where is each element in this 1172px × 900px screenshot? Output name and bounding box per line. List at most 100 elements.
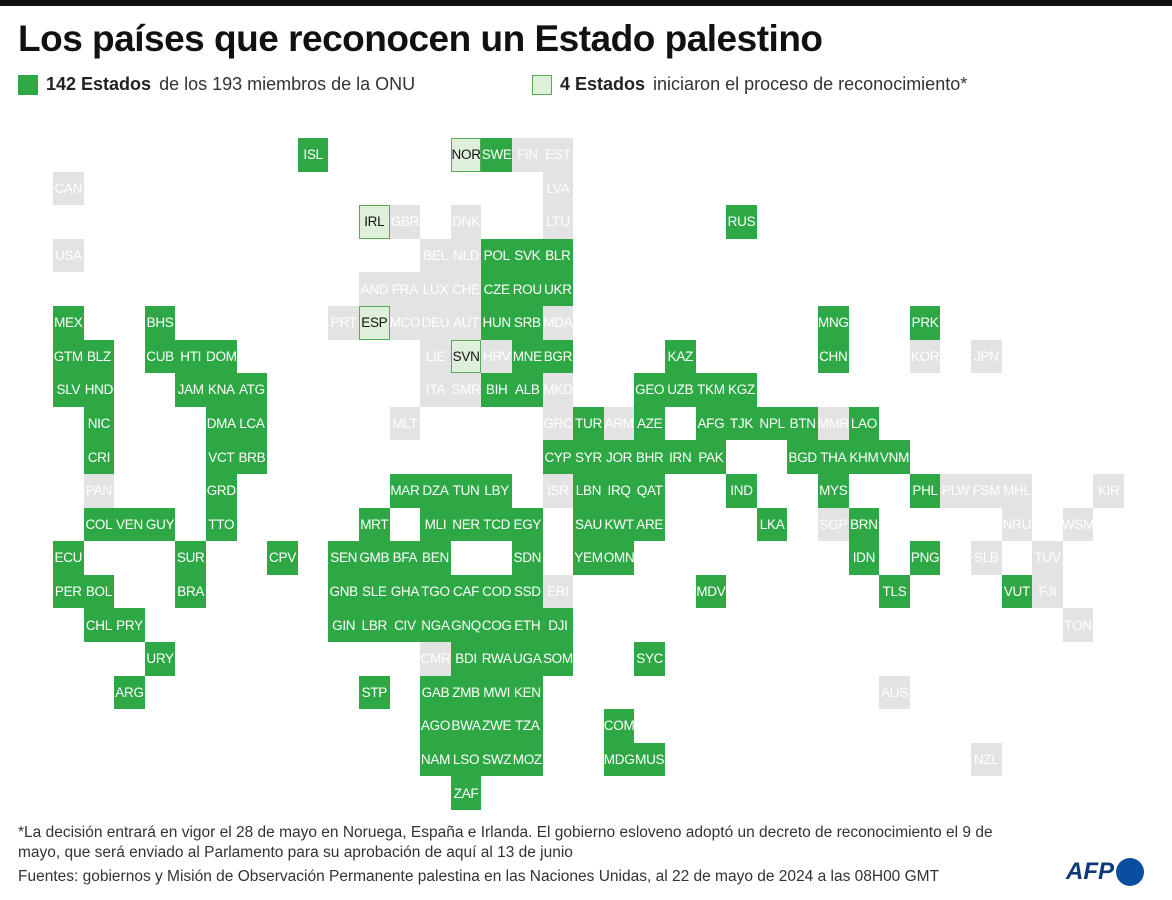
country-tile-sgp: SGP: [818, 507, 849, 542]
country-tile-vnm: VNM: [879, 440, 910, 474]
country-tile-prk: PRK: [909, 306, 941, 340]
country-tile-lso: LSO: [450, 742, 482, 777]
country-tile-ago: AGO: [420, 709, 451, 743]
country-tile-svn: SVN: [450, 339, 482, 374]
country-tile-tjk: TJK: [726, 406, 757, 441]
country-tile-jam: JAM: [175, 373, 206, 407]
country-tile-plw: PLW: [940, 474, 971, 508]
country-tile-cpv: CPV: [267, 541, 298, 575]
country-tile-nzl: NZL: [971, 742, 1002, 777]
country-tile-sau: SAU: [573, 507, 604, 542]
country-tile-mhl: MHL: [1001, 474, 1033, 508]
sources: Fuentes: gobiernos y Misión de Observaci…: [18, 868, 940, 885]
country-tile-are: ARE: [634, 507, 665, 542]
country-tile-lbr: LBR: [359, 608, 390, 642]
page-title: Los países que reconocen un Estado pales…: [18, 18, 823, 59]
country-tile-kwt: KWT: [603, 507, 635, 542]
country-tile-eri: ERI: [542, 574, 574, 609]
country-tile-per: PER: [53, 574, 84, 609]
country-tile-hti: HTI: [175, 339, 206, 374]
country-tile-btn: BTN: [787, 406, 818, 441]
country-tile-com: COM: [603, 709, 635, 743]
country-tile-nld: NLD: [450, 238, 482, 273]
country-tile-and: AND: [359, 272, 390, 306]
country-tile-isl: ISL: [297, 138, 329, 172]
country-tile-fsm: FSM: [971, 474, 1002, 508]
country-tile-tur: TUR: [573, 406, 604, 441]
country-tile-bgr: BGR: [542, 339, 574, 374]
country-tile-cmr: CMR: [420, 642, 451, 676]
country-tile-mli: MLI: [420, 507, 451, 542]
country-tile-grd: GRD: [206, 474, 237, 508]
country-tile-brn: BRN: [848, 507, 880, 542]
country-tile-srb: SRB: [512, 306, 543, 340]
country-tile-mda: MDA: [542, 306, 574, 340]
country-tile-brb: BRB: [236, 440, 268, 474]
country-tile-mng: MNG: [818, 306, 849, 340]
country-tile-kna: KNA: [206, 373, 237, 407]
country-tile-slb: SLB: [971, 541, 1002, 575]
country-tile-arg: ARG: [114, 675, 145, 710]
logo-text: AFP: [1066, 858, 1114, 885]
country-tile-rus: RUS: [726, 205, 757, 239]
country-tile-aut: AUT: [450, 306, 482, 340]
country-tile-slv: SLV: [53, 373, 84, 407]
country-tile-kaz: KAZ: [665, 339, 696, 374]
country-tile-mwi: MWI: [481, 675, 512, 710]
country-tile-yem: YEM: [573, 541, 604, 575]
country-tile-kir: KIR: [1093, 474, 1124, 508]
country-tile-swz: SWZ: [481, 742, 512, 777]
country-tile-caf: CAF: [450, 574, 482, 609]
country-tile-ssd: SSD: [512, 574, 543, 609]
country-tile-lao: LAO: [848, 406, 880, 441]
country-tile-tuv: TUV: [1032, 541, 1063, 575]
country-tile-smr: SMR: [450, 373, 482, 407]
country-tile-tcd: TCD: [481, 507, 512, 542]
country-tile-cub: CUB: [144, 339, 176, 374]
country-tile-som: SOM: [542, 642, 574, 676]
country-tile-jpn: JPN: [971, 339, 1002, 374]
country-tile-syr: SYR: [573, 440, 604, 474]
country-tile-ukr: UKR: [542, 272, 574, 306]
country-tile-npl: NPL: [756, 406, 788, 441]
legend-recognized-count: 142 Estados: [46, 74, 152, 94]
country-tile-gnb: GNB: [328, 574, 359, 609]
country-tile-nor: NOR: [450, 138, 482, 172]
country-tile-mus: MUS: [634, 742, 665, 777]
country-tile-nga: NGA: [420, 608, 451, 642]
country-tile-kgz: KGZ: [726, 373, 757, 407]
country-tile-deu: DEU: [420, 306, 451, 340]
afp-logo: AFP: [1066, 858, 1144, 886]
country-tile-bgd: BGD: [787, 440, 818, 474]
footnote: *La decisión entrará en vigor el 28 de m…: [18, 824, 993, 861]
country-tile-ken: KEN: [512, 675, 543, 710]
country-tile-vut: VUT: [1001, 574, 1033, 609]
country-tile-kor: KOR: [909, 339, 941, 374]
country-tile-egy: EGY: [512, 507, 543, 542]
country-tile-pol: POL: [481, 238, 512, 273]
country-tile-pak: PAK: [695, 440, 727, 474]
country-tile-mne: MNE: [512, 339, 543, 374]
country-tile-alb: ALB: [512, 373, 543, 407]
country-tile-guy: GUY: [144, 507, 176, 542]
country-tile-afg: AFG: [695, 406, 727, 441]
country-tile-isr: ISR: [542, 474, 574, 508]
country-tile-blr: BLR: [542, 238, 574, 273]
country-tile-cri: CRI: [83, 440, 115, 474]
country-tile-bwa: BWA: [450, 709, 482, 743]
country-tile-vct: VCT: [206, 440, 237, 474]
country-tile-jor: JOR: [603, 440, 635, 474]
country-tile-aze: AZE: [634, 406, 665, 441]
country-tile-ecu: ECU: [53, 541, 84, 575]
legend-initiated-text: iniciaron el proceso de reconocimiento*: [653, 74, 968, 94]
country-tile-geo: GEO: [634, 373, 665, 407]
legend-initiated-count: 4 Estados: [560, 74, 646, 94]
country-tile-cyp: CYP: [542, 440, 574, 474]
country-tile-khm: KHM: [848, 440, 880, 474]
country-tile-bfa: BFA: [389, 541, 421, 575]
country-tile-tgo: TGO: [420, 574, 451, 609]
country-tile-civ: CIV: [389, 608, 421, 642]
country-tile-zwe: ZWE: [481, 709, 512, 743]
country-tile-nru: NRU: [1001, 507, 1033, 542]
